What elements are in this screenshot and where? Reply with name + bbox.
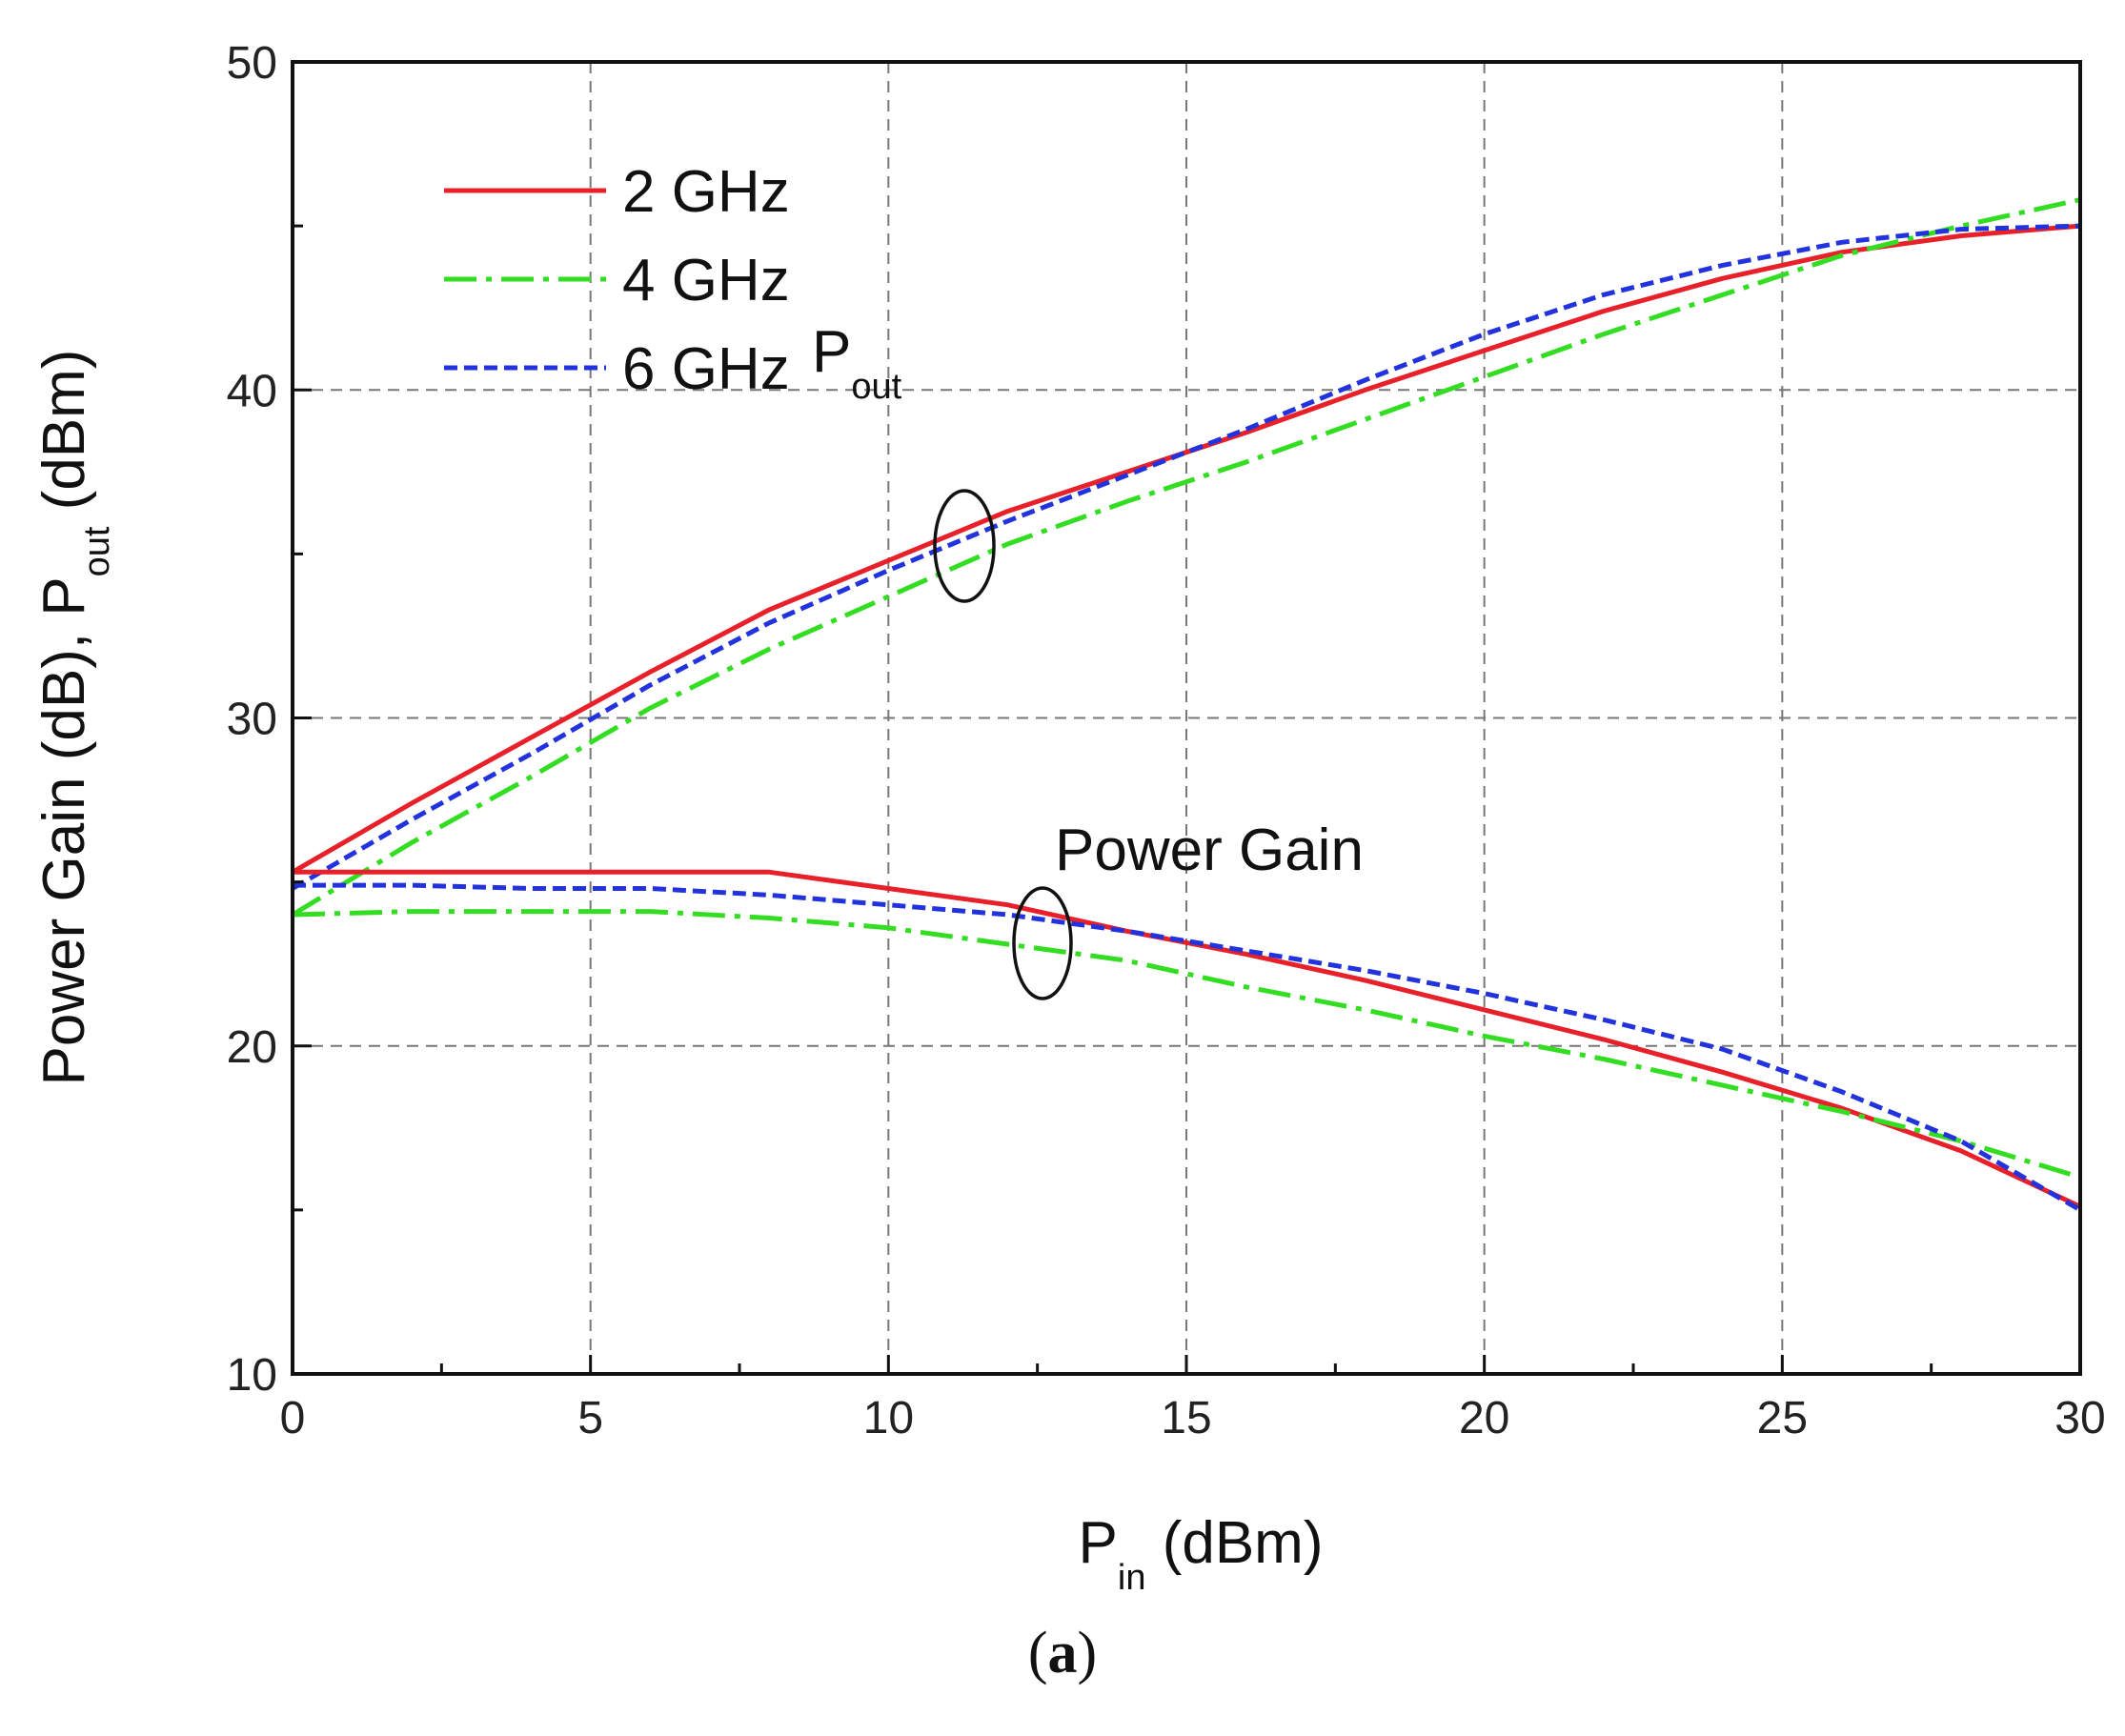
x-tick-label: 15	[1161, 1393, 1211, 1443]
caption-label: a	[1047, 1621, 1078, 1686]
series-line-pout-2-ghz	[291, 223, 2081, 875]
series-line-gain-4-ghz	[292, 909, 2081, 1180]
annotation-power-gain: Power Gain	[1055, 818, 1364, 883]
x-tick-label: 25	[1757, 1393, 1808, 1443]
annotation-pout: Pout	[812, 319, 902, 407]
series-group	[291, 197, 2082, 1213]
y-tick-label: 30	[227, 695, 277, 745]
x-tick-label: 20	[1459, 1393, 1509, 1443]
annotation-ellipse-pout	[933, 489, 996, 603]
legend: 2 GHz 4 GHz 6 GHz	[444, 159, 790, 402]
x-tick-label: 30	[2054, 1393, 2105, 1443]
x-axis-title: Pin (dBm)	[1079, 1510, 1324, 1598]
y-tick-label: 40	[227, 366, 277, 416]
legend-label: 6 GHz	[622, 336, 790, 402]
series-line-pout-6-ghz	[291, 223, 2081, 891]
ticks: 0 5 10 15 20 25 30 10 20 30 40 50	[227, 38, 2106, 1443]
annotation-ellipse-gain	[1012, 886, 1073, 1000]
legend-label: 4 GHz	[622, 248, 790, 313]
series-line-pout-4-ghz	[291, 197, 2081, 918]
y-axis-title: Power Gain (dB), Pout (dBm)	[31, 350, 117, 1086]
series-line-gain-2-ghz	[293, 869, 2082, 1209]
x-tick-label: 10	[863, 1393, 914, 1443]
axis-titles: Pin (dBm) Power Gain (dB), Pout (dBm)	[31, 350, 1323, 1598]
figure-caption: (a)	[0, 1620, 2125, 1687]
x-tick-label: 0	[280, 1393, 306, 1443]
x-tick-label: 5	[577, 1393, 603, 1443]
annotations: Pout Power Gain	[812, 319, 1364, 1000]
y-tick-label: 10	[227, 1350, 277, 1401]
grid	[293, 62, 2080, 1374]
caption-close: )	[1077, 1621, 1098, 1686]
legend-label: 2 GHz	[622, 159, 790, 225]
caption-open: (	[1027, 1621, 1048, 1686]
y-tick-label: 20	[227, 1022, 277, 1073]
y-tick-label: 50	[227, 38, 277, 89]
series-line-gain-6-ghz	[293, 882, 2082, 1213]
